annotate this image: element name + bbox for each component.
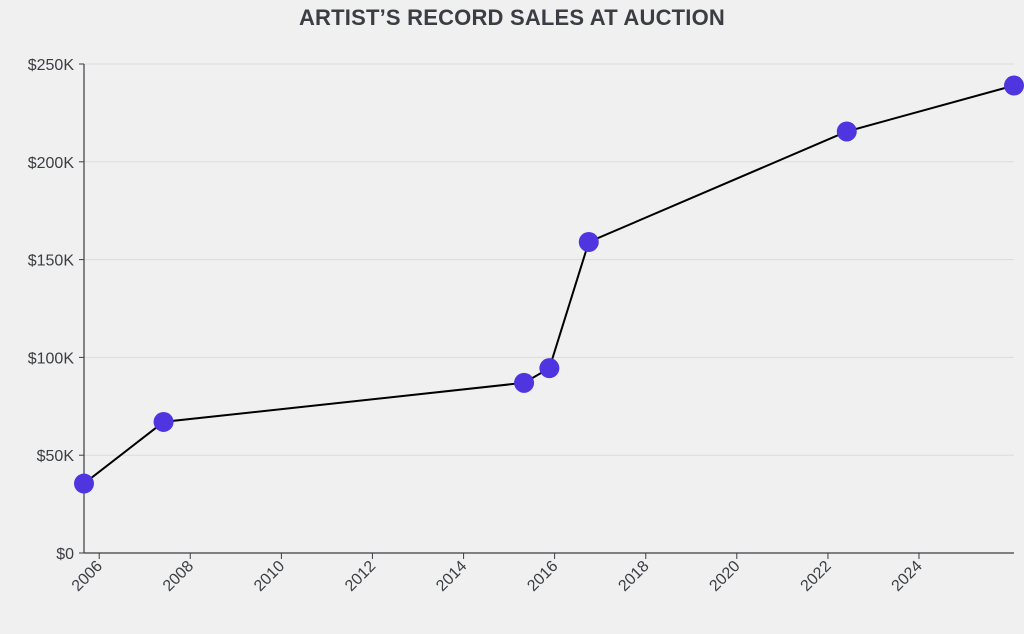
x-tick-label: 2016 (524, 558, 561, 595)
x-tick-label: 2006 (69, 558, 106, 595)
series-lines (83, 84, 1015, 485)
x-tick-label: 2010 (251, 558, 288, 595)
data-point (74, 473, 94, 494)
data-point (153, 411, 174, 432)
gridlines (84, 63, 1014, 456)
x-tick-label: 2014 (433, 558, 470, 595)
x-tick-label: 2020 (706, 558, 743, 595)
y-tick-label: $0 (56, 546, 74, 563)
series-line (83, 84, 1015, 485)
axes (83, 64, 1014, 554)
y-tick-label: $100K (28, 350, 75, 367)
y-axis-ticks: $0 $50K $100K $150K $200K $250K (28, 57, 84, 563)
x-axis-ticks: 2006 2008 2010 2012 2014 2016 2018 2020 2022 2024 (69, 553, 926, 595)
data-point (539, 358, 560, 379)
series-points (74, 75, 1024, 494)
y-tick-label: $150K (28, 253, 75, 270)
data-point (1004, 75, 1024, 96)
x-tick-label: 2024 (889, 558, 926, 595)
x-tick-label: 2018 (615, 558, 652, 595)
y-tick-label: $250K (28, 57, 75, 74)
data-point (578, 231, 599, 252)
y-tick-label: $200K (28, 155, 75, 172)
chart-title: ARTIST’S RECORD SALES AT AUCTION (298, 5, 726, 30)
x-tick-label: 2012 (342, 558, 379, 595)
data-point (836, 121, 857, 142)
x-tick-label: 2008 (160, 558, 197, 595)
x-tick-label: 2022 (798, 558, 835, 595)
y-tick-label: $50K (37, 448, 75, 465)
data-point (514, 372, 535, 393)
